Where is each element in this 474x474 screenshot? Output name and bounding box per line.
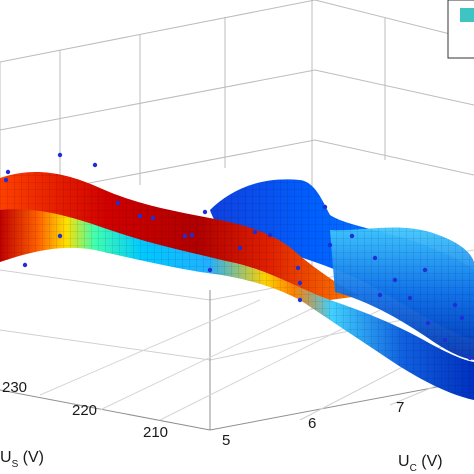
sample-points [3, 152, 473, 361]
sample-point [237, 245, 243, 251]
sample-point [297, 297, 303, 303]
sample-point [57, 233, 63, 239]
sample-point [182, 233, 188, 239]
sample-point [202, 209, 208, 215]
y-tick-label: 220 [72, 402, 97, 419]
sample-point [137, 213, 143, 219]
sample-point [425, 320, 431, 326]
sample-point [207, 267, 213, 273]
axes-box [0, 0, 474, 431]
sample-point [459, 315, 465, 321]
sample-point [467, 355, 473, 361]
sample-point [150, 215, 156, 221]
sample-point [3, 177, 9, 183]
x-tick-label: 7 [396, 399, 404, 416]
x-axis-label: UC (V) [398, 453, 443, 474]
x-tick-label: 5 [222, 432, 230, 449]
x-tick-label: 6 [308, 415, 316, 432]
sample-point [295, 265, 301, 271]
sample-point [57, 152, 63, 158]
legend-swatch [460, 8, 474, 22]
y-tick-label: 230 [2, 379, 27, 396]
surface-mesh [0, 172, 474, 400]
sample-point [5, 169, 11, 175]
sample-point [349, 233, 355, 239]
sample-point [189, 232, 195, 238]
sample-point [422, 267, 428, 273]
sample-point [252, 229, 258, 235]
sample-point [297, 280, 303, 286]
sample-point [327, 242, 333, 248]
sample-point [92, 162, 98, 168]
legend [447, 0, 474, 59]
sample-point [442, 337, 448, 343]
y-ticks: 230 220 210 [2, 379, 168, 441]
sample-point [392, 277, 398, 283]
sample-point [322, 204, 328, 210]
sample-point [452, 302, 458, 308]
sample-point [267, 232, 273, 238]
y-tick-label: 210 [143, 424, 168, 441]
sample-point [372, 255, 378, 261]
y-axis-label: US (V) [0, 449, 44, 470]
sample-point [407, 295, 413, 301]
x-ticks: 5 6 7 [222, 399, 404, 449]
sample-point [377, 292, 383, 298]
sample-point [115, 200, 121, 206]
sample-point [22, 262, 28, 268]
